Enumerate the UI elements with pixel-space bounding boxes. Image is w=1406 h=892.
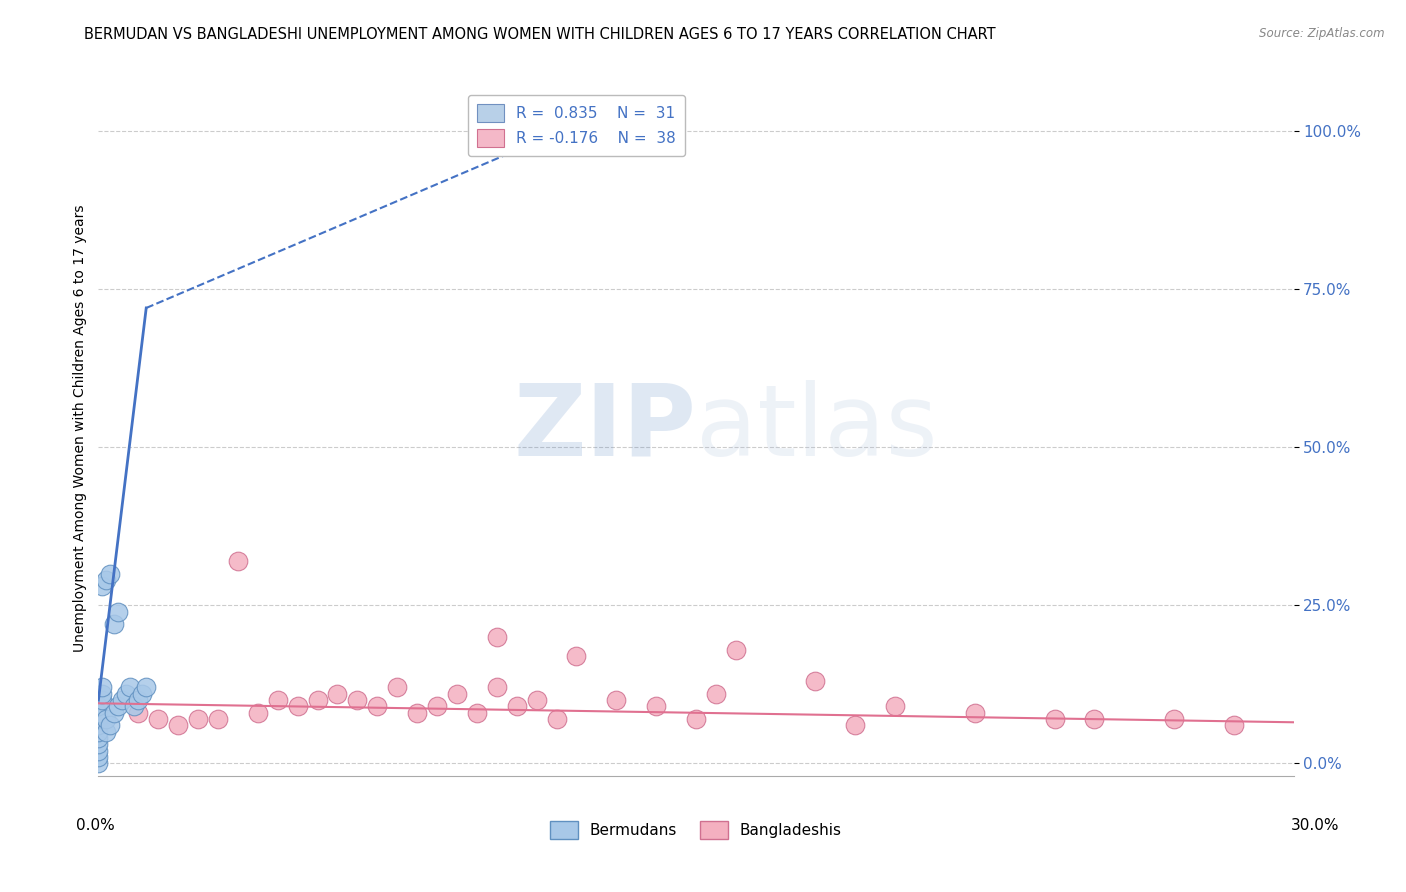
Point [366, 699, 388, 714]
Point [167, 718, 190, 732]
Point [96, 724, 118, 739]
Point [465, 706, 488, 720]
Point [426, 699, 449, 714]
Point [91, 579, 114, 593]
Point [307, 693, 329, 707]
Text: 0.0%: 0.0% [76, 818, 115, 832]
Point [103, 706, 125, 720]
Point [724, 642, 747, 657]
Point [326, 687, 349, 701]
Point [187, 712, 209, 726]
Point [526, 693, 548, 707]
Point [87, 750, 110, 764]
Text: atlas: atlas [696, 380, 938, 476]
Point [135, 681, 157, 695]
Point [506, 699, 529, 714]
Point [98, 718, 122, 732]
Point [1083, 712, 1105, 726]
Point [96, 573, 118, 587]
Point [107, 605, 129, 619]
Point [87, 718, 110, 732]
Legend: Bermudans, Bangladeshis: Bermudans, Bangladeshis [544, 815, 848, 845]
Point [91, 687, 114, 701]
Point [565, 648, 588, 663]
Point [91, 681, 114, 695]
Point [207, 712, 229, 726]
Point [87, 744, 110, 758]
Text: 30.0%: 30.0% [1291, 818, 1339, 832]
Point [267, 693, 290, 707]
Point [111, 693, 134, 707]
Point [87, 706, 110, 720]
Point [124, 699, 146, 714]
Point [98, 566, 122, 581]
Point [148, 712, 170, 726]
Point [685, 712, 707, 726]
Point [1223, 718, 1246, 732]
Point [605, 693, 627, 707]
Point [485, 630, 508, 644]
Point [385, 681, 409, 695]
Y-axis label: Unemployment Among Women with Children Ages 6 to 17 years: Unemployment Among Women with Children A… [73, 204, 87, 652]
Point [546, 712, 568, 726]
Point [87, 731, 110, 745]
Point [87, 699, 110, 714]
Point [115, 687, 138, 701]
Point [884, 699, 907, 714]
Text: ZIP: ZIP [513, 380, 696, 476]
Point [91, 693, 114, 707]
Point [287, 699, 309, 714]
Point [804, 674, 827, 689]
Point [346, 693, 368, 707]
Point [131, 687, 153, 701]
Point [963, 706, 986, 720]
Point [127, 706, 149, 720]
Point [107, 699, 129, 714]
Point [226, 554, 249, 568]
Point [626, 124, 648, 138]
Point [96, 712, 118, 726]
Point [844, 718, 866, 732]
Point [1043, 712, 1066, 726]
Point [87, 724, 110, 739]
Point [127, 693, 149, 707]
Point [485, 681, 508, 695]
Point [446, 687, 468, 701]
Point [87, 756, 110, 771]
Text: Source: ZipAtlas.com: Source: ZipAtlas.com [1260, 27, 1385, 40]
Point [1163, 712, 1185, 726]
Point [406, 706, 429, 720]
Point [704, 687, 727, 701]
Point [120, 681, 142, 695]
Point [87, 712, 110, 726]
Point [246, 706, 269, 720]
Point [645, 699, 668, 714]
Point [103, 617, 125, 632]
Point [87, 738, 110, 752]
Point [87, 718, 110, 732]
Text: BERMUDAN VS BANGLADESHI UNEMPLOYMENT AMONG WOMEN WITH CHILDREN AGES 6 TO 17 YEAR: BERMUDAN VS BANGLADESHI UNEMPLOYMENT AMO… [84, 27, 995, 42]
